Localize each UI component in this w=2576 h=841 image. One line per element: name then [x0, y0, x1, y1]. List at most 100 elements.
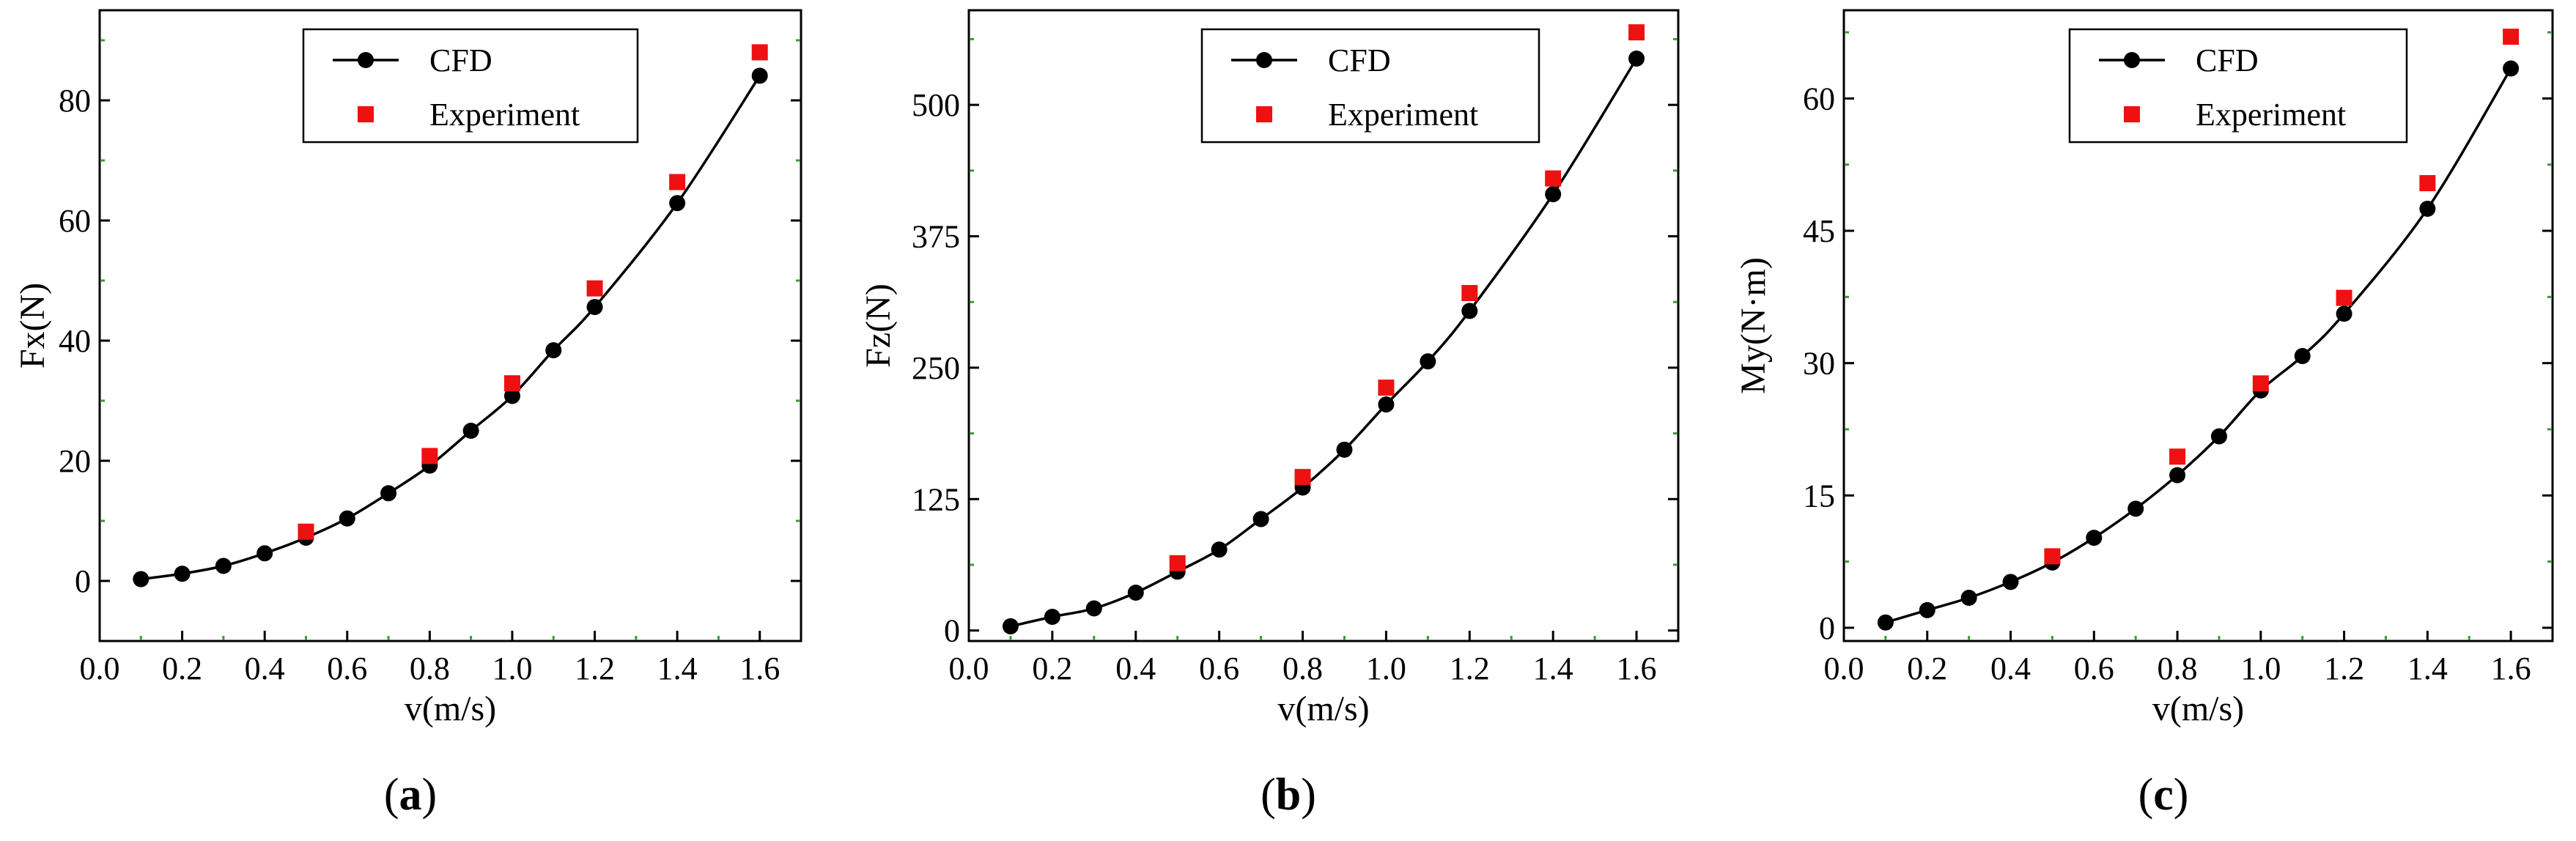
experiment-point	[2336, 289, 2352, 306]
experiment-point	[421, 448, 438, 464]
cfd-line	[1885, 67, 2512, 624]
experiment-point	[1378, 379, 1395, 396]
cfd-point	[1127, 584, 1144, 601]
experiment-point	[2503, 29, 2520, 45]
cfd-point	[1085, 600, 1102, 617]
experiment-point	[2419, 175, 2436, 192]
y-tick-label: 375	[912, 219, 960, 255]
cfd-point	[215, 557, 232, 574]
x-axis-title: v(m/s)	[2152, 689, 2244, 728]
legend: CFD Experiment	[1200, 28, 1540, 144]
cfd-point	[545, 342, 562, 359]
y-tick-label: 80	[59, 83, 91, 119]
y-tick-label: 125	[912, 481, 960, 517]
cfd-line	[141, 75, 761, 581]
panel-label-close: )	[1301, 770, 1316, 820]
cfd-point	[1378, 396, 1395, 413]
legend-cfd-label: CFD	[1328, 42, 1391, 78]
cfd-point	[1877, 614, 1894, 631]
x-tick-label: 0.4	[1115, 651, 1156, 686]
cfd-point	[1044, 608, 1060, 625]
x-tick-label: 0.0	[1824, 651, 1864, 686]
panel-label: (c)	[2138, 770, 2189, 820]
x-tick-label: 0.0	[80, 651, 120, 686]
cfd-point	[380, 485, 397, 502]
legend: CFD Experiment	[2068, 28, 2408, 144]
y-tick-label: 45	[1803, 213, 1835, 249]
x-tick-label: 1.6	[1617, 651, 1657, 686]
series-experiment	[2044, 29, 2520, 565]
cfd-point	[1420, 353, 1436, 370]
panel-label-open: (	[384, 770, 399, 820]
legend-frame	[302, 28, 639, 144]
cfd-point	[2002, 574, 2019, 590]
y-tick-label: 20	[59, 443, 91, 479]
legend-frame	[1200, 28, 1540, 144]
x-tick-label: 1.0	[1366, 651, 1406, 686]
panel-label-open: (	[2138, 770, 2154, 820]
cfd-point	[257, 545, 273, 562]
series-experiment	[298, 44, 768, 540]
legend-experiment-label: Experiment	[429, 97, 580, 133]
panel-label-close: )	[422, 770, 438, 820]
experiment-point	[751, 44, 768, 61]
experiment-point	[1169, 555, 1186, 571]
y-tick-label: 15	[1803, 478, 1835, 514]
y-tick-label: 250	[912, 350, 960, 386]
panel-label-close: )	[2174, 770, 2189, 820]
cfd-point	[1211, 541, 1228, 558]
panel-label-letter: a	[399, 770, 422, 820]
x-axis-title: v(m/s)	[1277, 689, 1369, 728]
panel-label-letter: b	[1276, 770, 1301, 820]
x-tick-label: 1.0	[492, 651, 532, 686]
series-cfd	[133, 67, 768, 588]
experiment-point	[1461, 285, 1478, 302]
y-tick-label: 0	[75, 563, 91, 599]
cfd-point	[2210, 428, 2227, 445]
panel-label: (a)	[384, 770, 437, 820]
x-tick-label: 1.6	[2491, 651, 2531, 686]
cfd-point	[1002, 618, 1019, 634]
cfd-point	[2086, 530, 2103, 547]
cfd-point	[1336, 441, 1353, 458]
series-cfd	[1002, 51, 1645, 634]
x-tick-label: 1.4	[2407, 651, 2448, 686]
experiment-point	[1294, 469, 1311, 486]
chart-panel-b: 0.0 0.2 0.4 0.6 0.8 1.0 1.2 1.4 1.6 0 125 250 375 500…	[859, 9, 1680, 820]
legend-experiment-label: Experiment	[1328, 97, 1478, 133]
legend-experiment-marker	[2124, 106, 2140, 122]
experiment-point	[586, 280, 603, 297]
cfd-point	[133, 571, 150, 588]
cfd-point	[462, 423, 479, 439]
x-tick-label: 0.6	[327, 651, 367, 686]
x-tick-label: 0.0	[949, 651, 989, 686]
y-axis-title: Fz(N)	[859, 284, 898, 368]
legend-cfd-label: CFD	[429, 42, 492, 78]
y-tick-label: 0	[944, 613, 960, 649]
x-tick-label: 0.2	[162, 651, 202, 686]
cfd-point	[1252, 511, 1269, 527]
x-tick-label: 0.2	[1032, 651, 1072, 686]
x-tick-label: 0.4	[1990, 651, 2031, 686]
cfd-point	[2127, 500, 2144, 517]
x-tick-label: 1.0	[2240, 651, 2281, 686]
y-tick-label: 60	[59, 203, 91, 239]
series-experiment	[1169, 24, 1645, 571]
x-tick-label: 0.4	[245, 651, 285, 686]
x-tick-label: 1.2	[2324, 651, 2364, 686]
legend-cfd-marker	[358, 52, 374, 68]
cfd-point	[503, 388, 520, 404]
experiment-point	[298, 523, 314, 540]
cfd-point	[2294, 348, 2311, 365]
series-cfd	[1877, 60, 2520, 631]
x-tick-label: 1.6	[739, 651, 780, 686]
y-axis-title: Fx(N)	[13, 283, 52, 368]
x-tick-label: 0.8	[2158, 651, 2198, 686]
x-tick-label: 1.2	[1450, 651, 1490, 686]
cfd-point	[1545, 186, 1562, 203]
cfd-point	[2419, 200, 2436, 217]
plot-frame	[98, 9, 802, 642]
legend-experiment-marker	[358, 106, 374, 122]
cfd-point	[1461, 303, 1478, 319]
cfd-point	[174, 566, 191, 582]
